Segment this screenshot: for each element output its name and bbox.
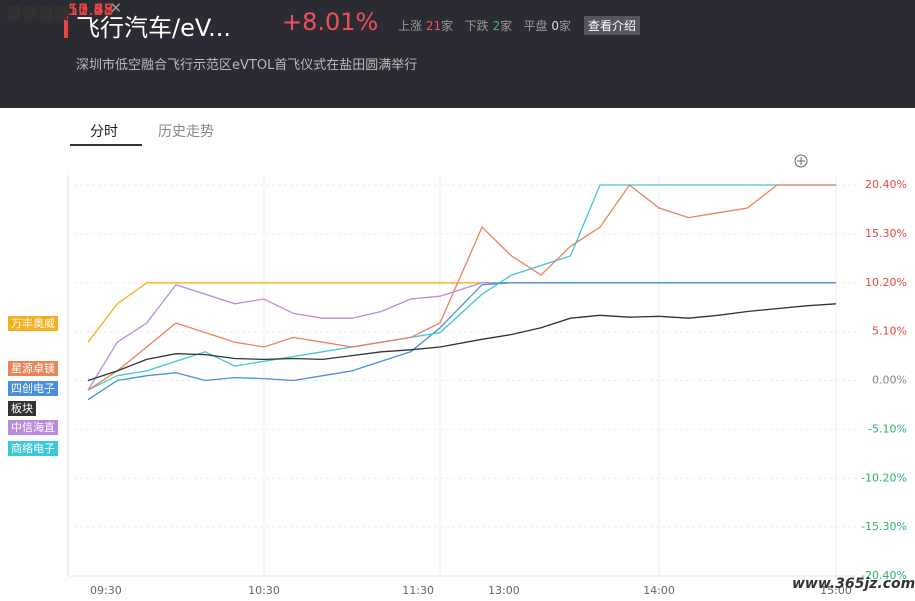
legend-name: 星源卓镁 bbox=[6, 4, 71, 23]
series-line bbox=[87, 282, 836, 391]
count: 2 bbox=[492, 19, 501, 33]
header: 飞行汽车/eV... +8.01% 上涨 21家 下跌 2家 平盘 0家 查看介… bbox=[0, 0, 915, 108]
series-tag: 板块 bbox=[8, 401, 36, 416]
y-tick-label: -10.20% bbox=[861, 471, 907, 484]
y-tick-label: -5.10% bbox=[868, 422, 907, 435]
stats: 上涨 21家 下跌 2家 平盘 0家 bbox=[398, 17, 571, 34]
x-tick-label: 13:00 bbox=[488, 584, 520, 597]
x-tick-label: 15:00 bbox=[820, 584, 852, 597]
legend-close: × bbox=[110, 0, 122, 16]
unit: 家 bbox=[500, 19, 513, 33]
y-tick-label: 15.30% bbox=[865, 227, 907, 240]
tab-underline bbox=[70, 144, 142, 146]
series-tag: 四创电子 bbox=[8, 381, 58, 396]
series-line bbox=[87, 184, 836, 391]
series-tag: 中信海直 bbox=[8, 420, 58, 435]
unit: 家 bbox=[441, 19, 454, 33]
legend-close: × bbox=[110, 0, 122, 16]
accent bbox=[64, 12, 68, 38]
legend-name: 四创电子 bbox=[6, 4, 71, 23]
intro-button[interactable]: 查看介绍 bbox=[584, 16, 641, 35]
y-tick-label: -15.30% bbox=[861, 520, 907, 533]
y-tick-label: 0.00% bbox=[872, 374, 907, 387]
change: +8.01% bbox=[282, 8, 379, 36]
tab[interactable]: 分时 bbox=[90, 124, 118, 140]
unit: 家 bbox=[559, 19, 572, 33]
label: 下跌 bbox=[464, 19, 489, 33]
legend-name: 万丰奥威 bbox=[6, 4, 71, 23]
series-line bbox=[87, 303, 837, 382]
y-tick-label: 20.40% bbox=[865, 178, 907, 191]
x-tick-label: 10:30 bbox=[248, 584, 280, 597]
title: 飞行汽车/eV... bbox=[76, 14, 232, 42]
x-tick-label: 09:30 bbox=[90, 584, 122, 597]
series-tag: 万丰奥威 bbox=[8, 316, 58, 331]
legend-name: 商络电子 bbox=[6, 4, 71, 23]
label: 上涨 bbox=[398, 19, 423, 33]
legend-close: × bbox=[110, 0, 122, 16]
series-line bbox=[87, 184, 836, 391]
legend-name: 中信海直 bbox=[6, 4, 71, 23]
subtitle: 深圳市低空融合飞行示范区eVTOL首飞仪式在盐田圆满举行 bbox=[76, 58, 418, 73]
series-tag: 商络电子 bbox=[8, 441, 58, 456]
tab[interactable]: 历史走势 bbox=[158, 124, 214, 140]
legend-price: 11.78 bbox=[68, 0, 114, 19]
legend-price: 10.48 bbox=[68, 0, 114, 19]
label: 平盘 bbox=[523, 19, 548, 33]
add-icon bbox=[797, 157, 805, 165]
legend-close: × bbox=[110, 0, 122, 16]
x-tick-label: 11:30 bbox=[402, 584, 434, 597]
series-tag: 星源卓镁 bbox=[8, 361, 58, 376]
legend-close: × bbox=[110, 0, 122, 16]
count: 0 bbox=[551, 19, 560, 33]
legend-price: 17.55 bbox=[68, 0, 114, 19]
series-line bbox=[87, 282, 836, 401]
watermark: www.365jz.com bbox=[792, 576, 915, 592]
legend-price: 10.63 bbox=[68, 0, 114, 19]
add-button[interactable] bbox=[794, 154, 808, 168]
x-tick-label: 14:00 bbox=[643, 584, 675, 597]
y-tick-label: 5.10% bbox=[872, 325, 907, 338]
count: 21 bbox=[425, 19, 442, 33]
y-tick-label: 10.20% bbox=[865, 276, 907, 289]
legend-price: 55.87 bbox=[68, 0, 114, 19]
y-tick-label: -20.40% bbox=[861, 569, 907, 582]
